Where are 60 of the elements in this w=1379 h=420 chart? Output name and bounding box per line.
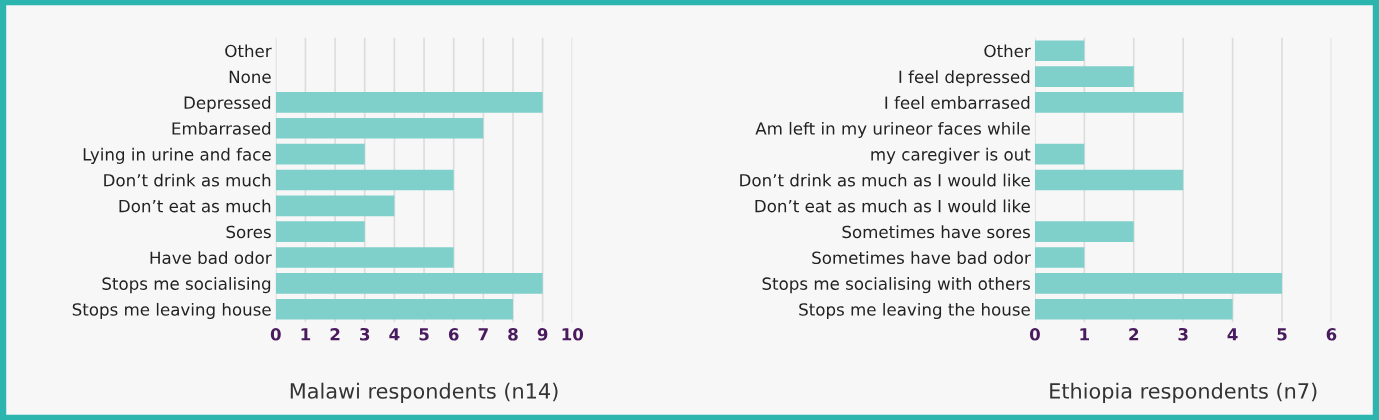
bar xyxy=(275,247,454,268)
y-tick-label: Stops me leaving the house xyxy=(799,302,1030,320)
bar xyxy=(275,221,365,243)
bar xyxy=(1034,247,1085,268)
x-tick-label: 1 xyxy=(1080,328,1090,341)
bar xyxy=(275,117,484,139)
x-tick-label: 7 xyxy=(478,328,488,341)
y-tick-label: my caregiver is out xyxy=(871,147,1031,164)
x-tick-label: 0 xyxy=(1029,327,1040,341)
bar xyxy=(1034,221,1134,243)
bar xyxy=(275,195,395,217)
y-tick-label: Sores xyxy=(226,225,271,239)
x-tick-label: 1 xyxy=(301,328,311,341)
x-tick-label: 5 xyxy=(419,328,429,341)
bar xyxy=(1034,298,1233,320)
x-tick-label: 4 xyxy=(389,328,400,341)
x-tick-label: 10 xyxy=(562,327,584,341)
y-tick-label: Don’t drink as much xyxy=(104,173,271,187)
x-tick-label: 9 xyxy=(537,328,548,341)
bar xyxy=(1034,40,1085,62)
bar xyxy=(275,298,513,320)
y-tick-label: Lying in urine and face xyxy=(83,147,271,164)
x-tick-label: 3 xyxy=(1178,327,1188,341)
x-axis-title: Ethiopia respondents (n7) xyxy=(1050,382,1317,403)
y-tick-label: I feel embarrased xyxy=(885,96,1030,109)
y-tick-label: Don’t eat as much as I would like xyxy=(755,199,1030,213)
bar xyxy=(1034,92,1184,113)
x-tick-label: 2 xyxy=(1129,327,1139,341)
y-tick-label: Sometimes have bad odor xyxy=(812,251,1031,265)
x-tick-label: 4 xyxy=(1227,328,1238,341)
y-tick-label: Stops me socialising xyxy=(102,277,271,294)
x-tick-label: 3 xyxy=(360,327,370,341)
y-tick-label: Stops me socialising with others xyxy=(762,277,1030,294)
bar xyxy=(275,143,365,165)
y-tick-label: Stops me leaving house xyxy=(72,302,271,320)
bar xyxy=(275,169,454,191)
y-tick-label: Other xyxy=(984,44,1031,58)
bar xyxy=(1034,66,1134,87)
y-tick-label: Other xyxy=(225,44,272,58)
bar xyxy=(1034,169,1184,191)
y-tick-label: I feel depressed xyxy=(899,70,1030,87)
y-tick-label: Depressed xyxy=(184,96,271,113)
y-tick-label: None xyxy=(229,70,271,84)
bar xyxy=(275,92,543,113)
x-tick-label: 6 xyxy=(448,328,459,341)
bar xyxy=(1034,273,1283,294)
y-tick-label: Am left in my urineor faces while xyxy=(755,121,1030,139)
bar xyxy=(1034,143,1085,165)
y-tick-label: Don’t eat as much xyxy=(119,199,271,213)
x-tick-label: 6 xyxy=(1326,328,1337,341)
x-tick-label: 0 xyxy=(270,327,281,341)
x-tick-label: 2 xyxy=(330,327,340,341)
y-tick-label: Embarrased xyxy=(172,121,271,135)
y-tick-label: Have bad odor xyxy=(150,251,272,265)
bar xyxy=(275,273,543,294)
x-axis-title: Malawi respondents (n14) xyxy=(290,382,558,403)
y-tick-label: Sometimes have sores xyxy=(842,225,1030,239)
y-tick-label: Don’t drink as much as I would like xyxy=(740,173,1030,187)
x-tick-label: 5 xyxy=(1277,328,1287,341)
x-tick-label: 8 xyxy=(508,327,518,341)
